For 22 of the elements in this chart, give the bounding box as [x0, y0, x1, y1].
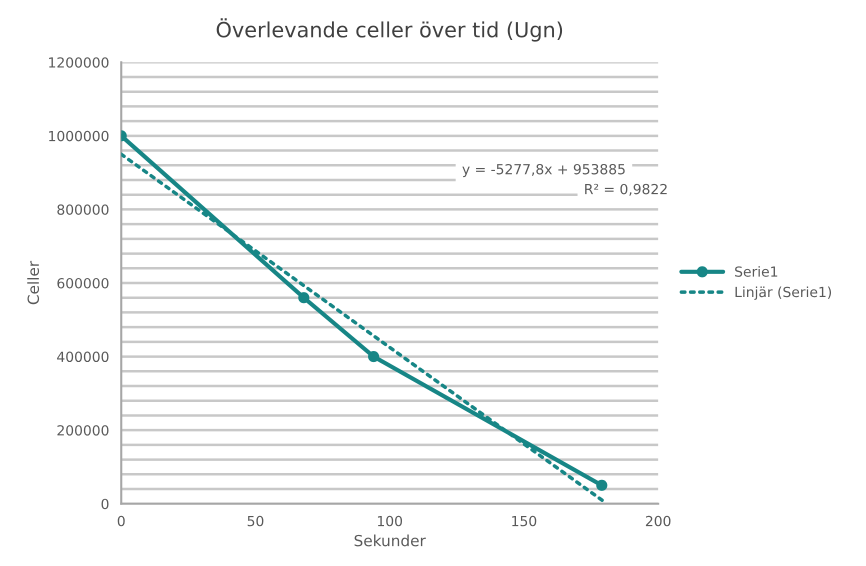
x-tick-label: 50 — [248, 516, 264, 526]
legend-label: Linjär (Serie1) — [736, 286, 832, 300]
x-tick-label: 100 — [378, 516, 402, 526]
x-axis-title: Sekunder — [354, 534, 426, 546]
y-tick-label: 0 — [102, 498, 109, 510]
y-tick-label: 400000 — [57, 352, 109, 362]
y-tick-label: 600000 — [57, 278, 109, 288]
chart-title: Överlevande celler över tid (Ugn) — [216, 18, 562, 42]
y-axis-title: Celler — [27, 260, 40, 304]
y-tick-label: 1200000 — [49, 57, 109, 68]
legend-label: Serie1 — [735, 266, 778, 277]
x-tick-label: 0 — [118, 516, 125, 526]
annotation: y = -5277,8x + 953885 — [462, 164, 625, 178]
point — [596, 480, 608, 491]
point — [368, 351, 380, 362]
y-tick-label: 1000000 — [49, 130, 109, 142]
y-tick-label: 800000 — [57, 204, 109, 215]
annotation: R² = 0,9822 — [585, 184, 667, 196]
point — [298, 292, 310, 304]
x-tick-label: 200 — [646, 516, 670, 526]
y-tick-label: 200000 — [57, 425, 109, 436]
x-tick-label: 150 — [512, 516, 536, 526]
